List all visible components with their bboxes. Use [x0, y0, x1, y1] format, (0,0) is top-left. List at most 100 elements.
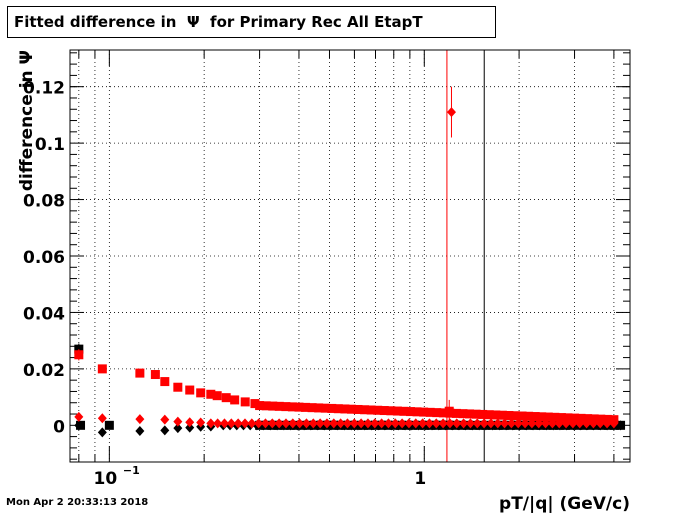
data-point-square — [307, 403, 317, 413]
y-axis-label: difference in Ψ — [17, 50, 37, 191]
data-point-diamond — [506, 418, 516, 429]
data-point-diamond — [446, 107, 456, 118]
data-point-diamond — [390, 418, 400, 429]
data-point-diamond — [383, 418, 393, 429]
data-point-square — [471, 409, 481, 419]
data-point-diamond — [135, 425, 145, 436]
data-point-square — [97, 364, 107, 374]
data-point-square — [484, 410, 494, 420]
data-point-square — [346, 404, 356, 414]
data-point-square — [497, 410, 507, 420]
data-point-diamond — [493, 418, 503, 429]
data-point-square — [537, 412, 547, 422]
data-point-diamond — [213, 418, 223, 429]
data-point-diamond — [472, 418, 482, 429]
data-point-square — [185, 385, 195, 395]
data-point-diamond — [240, 418, 250, 429]
data-point-diamond — [520, 418, 530, 429]
data-point-square — [425, 407, 435, 417]
data-point-diamond — [411, 418, 421, 429]
data-point-diamond — [185, 417, 195, 428]
data-point-diamond — [459, 418, 469, 429]
data-point-diamond — [322, 418, 332, 429]
data-point-diamond — [609, 418, 619, 429]
data-point-diamond — [288, 418, 298, 429]
data-point-diamond — [561, 418, 571, 429]
data-point-square — [212, 391, 222, 401]
data-point-square — [294, 402, 304, 412]
data-point-square — [563, 413, 573, 423]
data-point-square — [550, 412, 560, 422]
data-point-square — [570, 413, 580, 423]
timestamp-footer: Mon Apr 2 20:33:13 2018 — [6, 497, 149, 508]
data-point-diamond — [267, 418, 277, 429]
data-point-diamond — [247, 418, 257, 429]
data-point-diamond — [173, 423, 183, 434]
data-point-diamond — [452, 418, 462, 429]
data-point-diamond — [602, 418, 612, 429]
x-axis-label: pT/|q| (GeV/c) — [499, 494, 630, 514]
data-point-diamond — [315, 418, 325, 429]
data-point-diamond — [206, 418, 216, 429]
data-point-square — [438, 408, 448, 418]
data-point-diamond — [260, 418, 270, 429]
y-tick-label: 0.08 — [23, 192, 65, 212]
x-tick-exponent: −1 — [123, 464, 140, 477]
data-point-diamond — [418, 418, 428, 429]
data-point-diamond — [370, 418, 380, 429]
data-point-diamond — [541, 418, 551, 429]
data-point-square — [517, 411, 527, 421]
y-tick-label: 0.1 — [35, 135, 65, 155]
plot-frame-border — [69, 49, 631, 463]
data-point-square — [451, 408, 461, 418]
data-point-diamond — [342, 418, 352, 429]
data-point-square — [504, 410, 514, 420]
data-point-diamond — [308, 418, 318, 429]
y-tick-label: 0.02 — [23, 361, 65, 381]
data-point-square — [314, 403, 324, 413]
data-point-square — [333, 404, 343, 414]
data-point-square — [230, 395, 240, 405]
data-point-square — [524, 411, 534, 421]
data-point-square — [353, 404, 363, 414]
data-point-diamond — [349, 418, 359, 429]
data-point-square — [327, 403, 337, 413]
data-point-diamond — [527, 418, 537, 429]
data-point-square — [406, 407, 416, 417]
data-point-diamond — [377, 418, 387, 429]
data-point-square — [150, 370, 160, 380]
data-point-diamond — [500, 418, 510, 429]
y-tick-label: 0.04 — [23, 304, 65, 324]
data-point-diamond — [438, 418, 448, 429]
data-point-square — [458, 409, 468, 419]
data-point-diamond — [554, 418, 564, 429]
data-point-square — [379, 406, 389, 416]
data-point-diamond — [97, 427, 107, 438]
data-point-square — [576, 413, 586, 423]
data-point-diamond — [486, 418, 496, 429]
data-point-diamond — [445, 418, 455, 429]
data-point-square — [281, 402, 291, 412]
data-point-square — [206, 389, 216, 399]
data-point-diamond — [397, 418, 407, 429]
data-point-diamond — [219, 418, 229, 429]
data-point-diamond — [356, 418, 366, 429]
data-point-square — [478, 409, 488, 419]
data-point-square — [510, 411, 520, 421]
data-point-diamond — [336, 418, 346, 429]
data-point-square — [360, 405, 370, 415]
data-point-square — [261, 401, 271, 411]
data-point-diamond — [233, 418, 243, 429]
data-point-diamond — [226, 418, 236, 429]
data-point-square — [74, 350, 84, 360]
data-point-diamond — [575, 418, 585, 429]
data-point-square — [340, 404, 350, 414]
data-point-square — [160, 377, 170, 387]
data-point-square — [268, 401, 278, 411]
x-tick-label: 10 — [94, 469, 118, 489]
data-point-diamond — [281, 418, 291, 429]
data-point-diamond — [295, 418, 305, 429]
chart-title: Fitted difference in Ψ for Primary Rec A… — [14, 13, 423, 31]
data-point-diamond — [595, 418, 605, 429]
